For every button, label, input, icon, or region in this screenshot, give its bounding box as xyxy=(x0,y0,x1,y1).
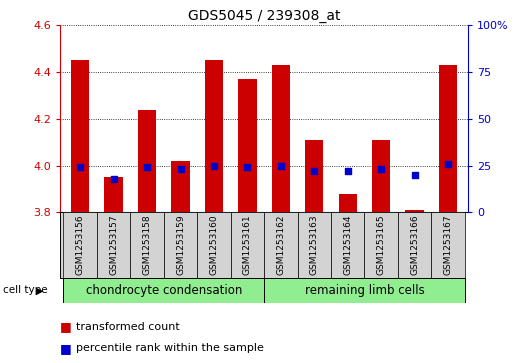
Point xyxy=(310,168,319,174)
Text: percentile rank within the sample: percentile rank within the sample xyxy=(76,343,264,354)
Bar xyxy=(63,278,264,303)
Bar xyxy=(331,212,365,278)
Bar xyxy=(338,194,357,212)
Bar xyxy=(305,140,323,212)
Point xyxy=(411,172,419,178)
Bar xyxy=(439,65,457,212)
Text: GSM1253164: GSM1253164 xyxy=(343,215,352,275)
Bar xyxy=(298,212,331,278)
Point xyxy=(444,161,452,167)
Bar xyxy=(105,177,123,212)
Text: GSM1253156: GSM1253156 xyxy=(76,215,85,276)
Text: GSM1253157: GSM1253157 xyxy=(109,215,118,276)
Text: remaining limb cells: remaining limb cells xyxy=(304,284,424,297)
Bar xyxy=(231,212,264,278)
Text: cell type: cell type xyxy=(3,285,47,295)
Point xyxy=(109,176,118,182)
Bar xyxy=(63,212,97,278)
Bar xyxy=(365,212,398,278)
Bar xyxy=(97,212,130,278)
Text: GSM1253163: GSM1253163 xyxy=(310,215,319,276)
Text: GSM1253158: GSM1253158 xyxy=(143,215,152,276)
Bar xyxy=(164,212,197,278)
Text: chondrocyte condensation: chondrocyte condensation xyxy=(86,284,242,297)
Text: ■: ■ xyxy=(60,320,72,333)
Bar xyxy=(71,61,89,212)
Bar xyxy=(172,161,190,212)
Text: GSM1253161: GSM1253161 xyxy=(243,215,252,276)
Bar xyxy=(238,79,257,212)
Text: ▶: ▶ xyxy=(36,285,43,295)
Bar xyxy=(197,212,231,278)
Point xyxy=(143,164,151,170)
Bar xyxy=(271,65,290,212)
Text: GSM1253165: GSM1253165 xyxy=(377,215,385,276)
Bar xyxy=(264,278,465,303)
Point xyxy=(76,164,84,170)
Bar xyxy=(372,140,390,212)
Point xyxy=(377,167,385,172)
Bar xyxy=(130,212,164,278)
Bar xyxy=(264,212,298,278)
Text: transformed count: transformed count xyxy=(76,322,179,332)
Title: GDS5045 / 239308_at: GDS5045 / 239308_at xyxy=(188,9,340,23)
Text: GSM1253162: GSM1253162 xyxy=(276,215,286,275)
Point xyxy=(243,164,252,170)
Text: GSM1253160: GSM1253160 xyxy=(209,215,219,276)
Point xyxy=(176,167,185,172)
Point xyxy=(277,163,285,168)
Bar xyxy=(205,61,223,212)
Text: GSM1253167: GSM1253167 xyxy=(444,215,452,276)
Bar xyxy=(138,110,156,212)
Point xyxy=(344,168,352,174)
Text: GSM1253166: GSM1253166 xyxy=(410,215,419,276)
Bar xyxy=(431,212,465,278)
Bar xyxy=(405,210,424,212)
Text: GSM1253159: GSM1253159 xyxy=(176,215,185,276)
Text: ■: ■ xyxy=(60,342,72,355)
Point xyxy=(210,163,218,168)
Bar xyxy=(398,212,431,278)
